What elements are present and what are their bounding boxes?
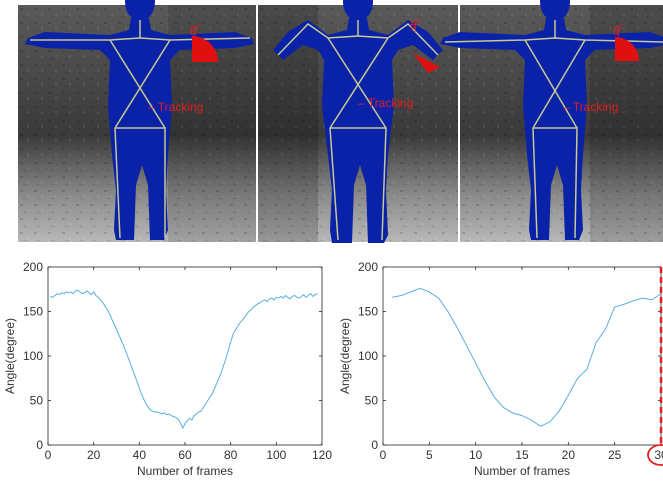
x-tick-label: 5: [426, 448, 433, 462]
x-axis-label: Number of frames: [474, 464, 570, 478]
x-tick-label: 100: [266, 448, 286, 462]
x-axis-label: Number of frames: [137, 464, 233, 478]
y-tick-label: 200: [23, 260, 43, 274]
angle-chart-left: 0 20 40 60 80 100 120 0 50 100 150 200 Number of fra…: [3, 260, 332, 478]
x-tick-label: 20: [562, 448, 576, 462]
plot-area: [48, 267, 322, 445]
x-tick-label: 20: [87, 448, 101, 462]
y-tick-label: 150: [23, 305, 43, 319]
x-tick-label: 120: [312, 448, 332, 462]
y-tick-label: 200: [358, 260, 378, 274]
y-tick-label: 100: [358, 349, 378, 363]
depth-panel-1: θr l – Tracking: [18, 0, 256, 242]
x-tick-label: 0: [45, 448, 52, 462]
angle-chart-right: 0 5 10 15 20 25 30 0 50 100 150 200 Number of frames…: [338, 260, 663, 478]
y-tick-label: 50: [365, 394, 379, 408]
x-tick-label: 80: [224, 448, 238, 462]
x-tick-label: 25: [608, 448, 622, 462]
y-tick-label: 150: [358, 305, 378, 319]
x-tick-label: 30: [654, 448, 663, 462]
depth-panel-3: θr l – Tracking: [440, 0, 663, 242]
plot-area: [383, 267, 661, 445]
x-tick-label: 10: [469, 448, 483, 462]
x-tick-label: 60: [178, 448, 192, 462]
y-axis-label: Angle(degree): [3, 318, 17, 394]
x-tick-label: 15: [515, 448, 529, 462]
depth-panel-2: θr l – Tracking: [258, 0, 458, 243]
y-tick-label: 0: [371, 438, 378, 452]
tracking-label: – Tracking: [563, 100, 618, 114]
y-tick-label: 100: [23, 349, 43, 363]
x-tick-label: 0: [380, 448, 387, 462]
tracking-label: – Tracking: [148, 100, 203, 114]
y-axis-label: Angle(degree): [338, 318, 352, 394]
y-tick-label: 50: [30, 394, 44, 408]
tracking-label: – Tracking: [358, 96, 413, 110]
depth-image-strip: θr l – Tracking θr l – Tracking: [18, 0, 663, 243]
y-tick-label: 0: [36, 438, 43, 452]
x-tick-label: 40: [133, 448, 147, 462]
